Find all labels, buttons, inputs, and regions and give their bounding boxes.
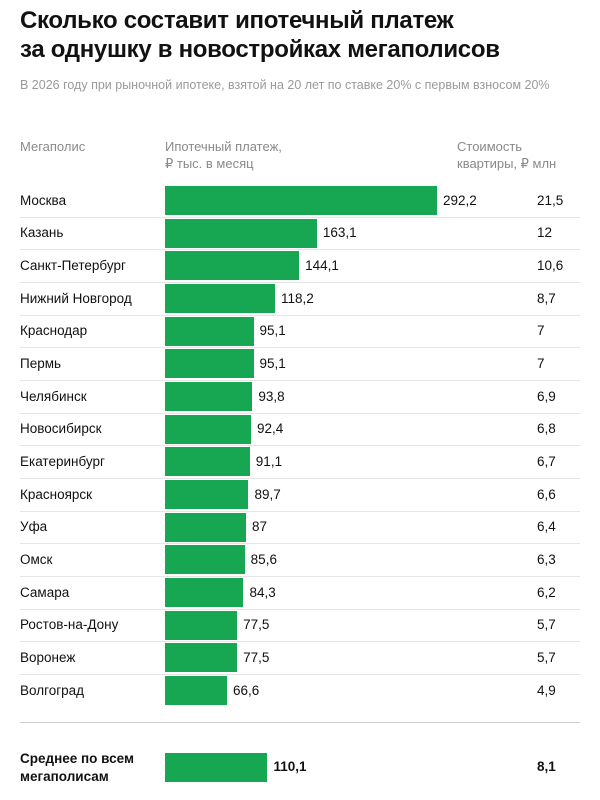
- price-label: 12: [537, 225, 553, 241]
- value-label: 77,5: [243, 617, 270, 633]
- category-label: Санкт-Петербург: [20, 257, 126, 273]
- value-label: 66,6: [232, 682, 260, 698]
- row-separator: [20, 282, 580, 283]
- category-label: Ростов-на-Дону: [20, 617, 119, 633]
- row-separator: [20, 674, 580, 676]
- bar: [165, 382, 253, 412]
- category-label: Уфа: [20, 519, 48, 535]
- bar: [165, 545, 245, 575]
- category-label: Новосибирск: [20, 421, 102, 437]
- category-label: Челябинск: [20, 388, 87, 404]
- value-label: 163,1: [322, 225, 357, 241]
- price-label: 5,7: [537, 649, 556, 665]
- price-label: 6,7: [537, 453, 556, 469]
- row-separator: [20, 510, 580, 512]
- bar: [165, 186, 437, 215]
- bar: [165, 676, 227, 706]
- bar: [165, 480, 249, 510]
- row-separator: [20, 314, 580, 316]
- row-separator: [20, 576, 580, 578]
- price-label: 6,8: [537, 421, 556, 437]
- chart-title: Сколько составит ипотечный платеж за одн…: [20, 7, 500, 63]
- price-label: 8,1: [537, 759, 556, 774]
- category-label: Нижний Новгород: [20, 290, 132, 306]
- price-label: 6,4: [537, 519, 556, 535]
- value-label: 84,3: [249, 584, 276, 600]
- row-separator: [20, 380, 580, 382]
- bar: [165, 316, 254, 346]
- row-separator: [20, 608, 580, 610]
- column-header: Ипотечный платеж, ₽ тыс. в месяц: [165, 139, 282, 171]
- category-label: Волгоград: [20, 682, 85, 698]
- value-label: 93,8: [258, 388, 285, 404]
- value-label: 85,6: [250, 551, 277, 567]
- bar: [165, 512, 246, 542]
- value-label: 92,4: [257, 421, 284, 437]
- row-separator: [20, 412, 580, 414]
- column-header: Мегаполис: [20, 139, 86, 154]
- value-label: 95,1: [259, 355, 286, 371]
- category-label: Казань: [20, 225, 64, 241]
- price-label: 6,3: [537, 551, 556, 567]
- value-label: 91,1: [255, 453, 283, 469]
- row-separator: [20, 347, 580, 349]
- bar: [165, 349, 254, 379]
- row-separator: [20, 543, 580, 545]
- bar: [165, 218, 317, 248]
- row-separator: [20, 722, 580, 723]
- category-label: Красноярск: [20, 486, 93, 502]
- bar: [165, 447, 250, 477]
- value-label: 87: [251, 519, 268, 535]
- bar: [165, 610, 238, 640]
- bar: [165, 414, 251, 444]
- category-label: Екатеринбург: [20, 453, 105, 469]
- price-label: 5,7: [537, 617, 556, 633]
- row-separator: [20, 216, 580, 218]
- price-label: 6,2: [537, 584, 556, 600]
- value-label: 95,1: [259, 323, 286, 339]
- bar: [165, 643, 238, 673]
- price-label: 6,9: [537, 388, 556, 404]
- price-label: 10,6: [537, 257, 564, 273]
- price-label: 7: [537, 323, 545, 339]
- value-label: 110,1: [273, 759, 307, 774]
- row-separator: [20, 445, 580, 447]
- bar: [165, 752, 268, 782]
- value-label: 118,2: [281, 290, 314, 306]
- row-separator: [20, 249, 580, 251]
- row-separator: [20, 478, 580, 480]
- chart-subtitle: В 2026 году при рыночной ипотеке, взятой…: [20, 78, 550, 92]
- value-label: 292,2: [443, 192, 477, 208]
- price-label: 6,6: [537, 486, 556, 502]
- category-label: Воронеж: [20, 649, 76, 665]
- price-label: 21,5: [537, 192, 564, 208]
- column-header: Стоимость квартиры, ₽ млн: [457, 139, 557, 171]
- average-label: Среднее по всем мегаполисам: [20, 751, 134, 784]
- category-label: Краснодар: [20, 323, 88, 339]
- value-label: 144,1: [305, 257, 339, 273]
- bar: [165, 578, 244, 608]
- value-label: 77,5: [243, 649, 270, 665]
- price-label: 4,9: [537, 682, 556, 698]
- row-separator: [20, 641, 580, 643]
- bar: [165, 284, 276, 313]
- category-label: Омск: [20, 551, 53, 567]
- category-label: Пермь: [20, 355, 62, 371]
- price-label: 7: [537, 355, 545, 371]
- price-label: 8,7: [537, 290, 556, 306]
- category-label: Самара: [20, 584, 70, 600]
- bar: [165, 251, 300, 281]
- category-label: Москва: [20, 192, 67, 208]
- value-label: 89,7: [254, 486, 281, 502]
